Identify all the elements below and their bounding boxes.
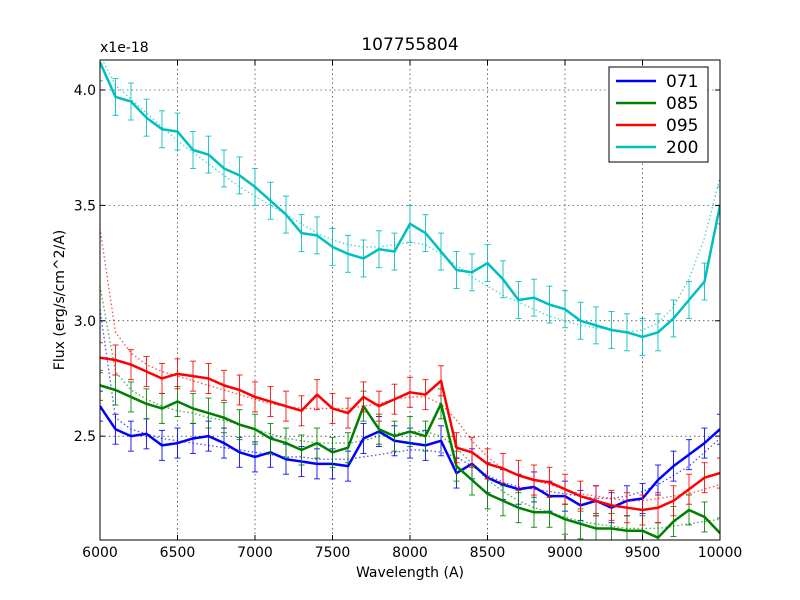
series-line-095 [100,356,720,512]
series-line-200 [100,61,720,339]
legend-label-085: 085 [666,94,698,114]
series-095 [100,228,720,526]
x-tick-label: 8000 [392,545,428,561]
series-200 [100,60,720,356]
y-tick-label: 2.5 [74,429,96,445]
chart-title: 107755804 [361,35,458,55]
series-line-085 [100,384,720,539]
axis-ticks: 6000 6500 7000 7500 8000 8500 9000 9500 10000 2.5… [74,60,743,561]
y-tick-label: 4.0 [74,83,96,99]
x-tick-label: 6500 [160,545,196,561]
legend-label-200: 200 [666,138,698,158]
y-tick-label: 3.0 [74,314,96,330]
x-tick-label: 6000 [82,545,118,561]
legend-label-095: 095 [666,116,698,136]
x-tick-label: 9500 [625,545,661,561]
y-offset-label: x1e-18 [100,40,149,56]
legend-label-071: 071 [666,72,698,92]
x-axis-label: Wavelength (A) [356,565,464,581]
x-tick-label: 9000 [547,545,583,561]
x-tick-label: 7500 [315,545,351,561]
y-axis-label: Flux (erg/s/cm^2/A) [52,230,68,370]
x-tick-label: 10000 [698,545,743,561]
plot-area [100,60,720,540]
y-tick-label: 3.5 [74,198,96,214]
fit-line-085 [100,286,720,530]
x-tick-label: 7000 [237,545,273,561]
x-tick-label: 8500 [470,545,506,561]
